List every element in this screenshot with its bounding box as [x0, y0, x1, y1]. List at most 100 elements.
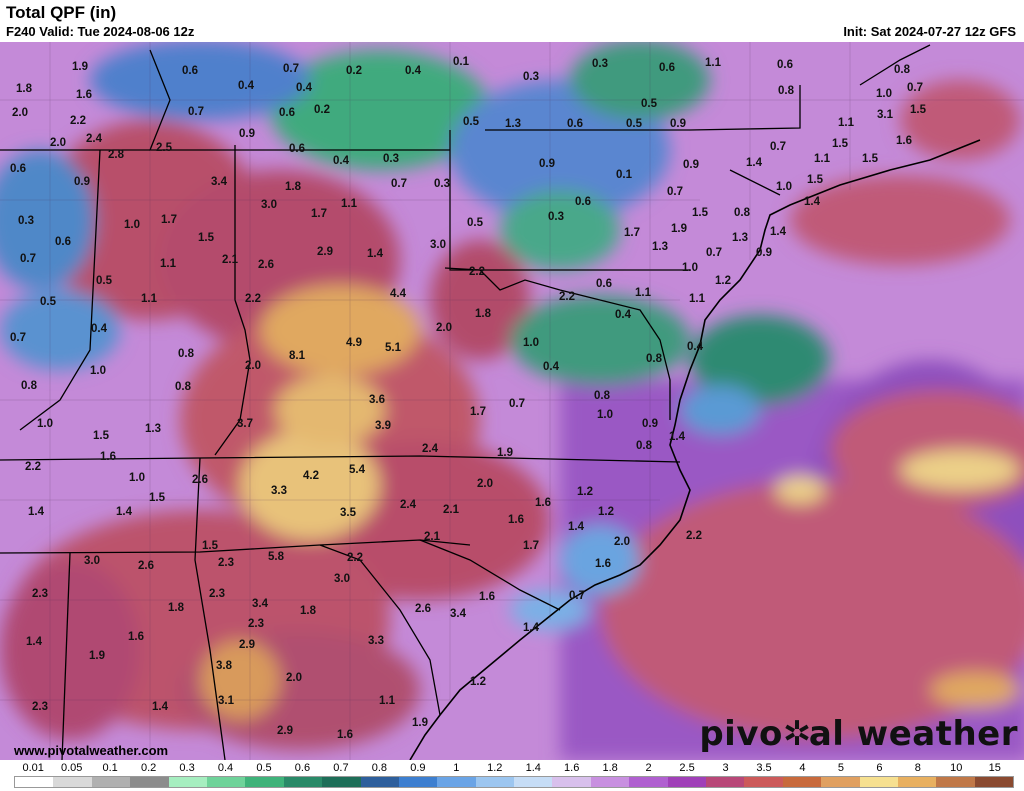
qpf-value-label: 3.0 — [430, 239, 446, 251]
qpf-value-label: 0.9 — [539, 158, 555, 170]
qpf-value-label: 1.2 — [598, 506, 614, 518]
qpf-value-label: 0.8 — [21, 380, 38, 392]
legend-tick-label: 0.4 — [217, 762, 234, 774]
qpf-value-label: 0.7 — [667, 186, 683, 198]
legend-swatch — [91, 777, 131, 787]
qpf-value-label: 0.6 — [289, 143, 305, 155]
qpf-value-label: 1.5 — [832, 138, 849, 150]
qpf-value-label: 1.8 — [285, 181, 302, 193]
qpf-value-label: 1.3 — [145, 423, 161, 435]
qpf-value-label: 1.5 — [198, 232, 215, 244]
qpf-value-label: 0.7 — [907, 82, 923, 94]
qpf-value-label: 2.3 — [32, 701, 48, 713]
qpf-value-label: 3.5 — [340, 507, 357, 519]
legend-swatch — [168, 777, 207, 787]
qpf-value-label: 2.9 — [317, 246, 333, 258]
legend-tick-label: 0.9 — [410, 762, 426, 774]
qpf-value-label: 2.3 — [248, 618, 264, 630]
valid-time: F240 Valid: Tue 2024-08-06 12z — [6, 24, 195, 39]
qpf-value-label: 1.1 — [635, 287, 652, 299]
legend-tick-label: 2.5 — [679, 762, 695, 774]
brand-logo: pivo✲al weather — [699, 714, 1018, 754]
qpf-value-label: 2.5 — [156, 142, 173, 154]
qpf-value-label: 0.9 — [642, 418, 658, 430]
qpf-value-label: 1.9 — [412, 717, 428, 729]
legend-swatch — [245, 777, 284, 787]
qpf-value-label: 2.2 — [347, 552, 363, 564]
qpf-value-label: 1.5 — [149, 492, 166, 504]
qpf-value-label: 1.1 — [689, 293, 706, 305]
legend-swatch — [206, 777, 246, 787]
qpf-value-label: 2.0 — [286, 672, 302, 684]
qpf-value-label: 8.1 — [289, 350, 306, 362]
legend-tick-label: 8 — [914, 762, 921, 774]
qpf-value-label: 0.4 — [333, 155, 350, 167]
qpf-value-label: 2.3 — [209, 588, 225, 600]
qpf-value-label: 1.0 — [876, 88, 892, 100]
qpf-value-label: 1.4 — [26, 636, 43, 648]
qpf-value-label: 0.9 — [74, 176, 90, 188]
legend-tick-label: 15 — [988, 762, 1001, 774]
qpf-value-label: 2.0 — [50, 137, 66, 149]
county-texture — [0, 42, 1024, 760]
legend-swatch — [15, 777, 54, 787]
qpf-value-label: 1.2 — [577, 486, 593, 498]
qpf-value-label: 0.8 — [594, 390, 611, 402]
legend-swatch — [590, 777, 630, 787]
qpf-value-label: 1.7 — [523, 540, 539, 552]
qpf-value-label: 1.4 — [746, 157, 763, 169]
legend-tick-label: 0.6 — [294, 762, 311, 774]
qpf-value-label: 1.5 — [862, 153, 879, 165]
qpf-value-label: 1.4 — [568, 521, 585, 533]
qpf-value-label: 0.8 — [175, 381, 192, 393]
qpf-value-label: 0.5 — [96, 275, 113, 287]
qpf-value-label: 0.7 — [569, 590, 585, 602]
qpf-value-label: 0.9 — [239, 128, 255, 140]
qpf-value-label: 2.1 — [443, 504, 460, 516]
website-label: www.pivotalweather.com — [14, 743, 169, 758]
qpf-value-label: 3.0 — [84, 555, 100, 567]
qpf-value-label: 2.2 — [686, 530, 702, 542]
qpf-value-label: 1.3 — [732, 232, 748, 244]
qpf-value-label: 1.9 — [89, 650, 105, 662]
qpf-value-label: 0.4 — [687, 341, 704, 353]
state-borders — [0, 44, 931, 760]
qpf-value-label: 0.8 — [734, 207, 751, 219]
qpf-value-label: 3.4 — [211, 176, 228, 188]
qpf-value-label: 1.0 — [129, 472, 145, 484]
qpf-value-label: 4.2 — [303, 470, 319, 482]
qpf-value-label: 2.4 — [86, 133, 103, 145]
qpf-value-label: 2.2 — [245, 293, 261, 305]
qpf-value-label: 3.3 — [368, 635, 384, 647]
legend-tick-label: 0.01 — [22, 762, 44, 774]
qpf-value-label: 1.6 — [128, 631, 144, 643]
qpf-value-label: 1.1 — [141, 293, 158, 305]
qpf-value-label: 2.0 — [12, 107, 28, 119]
qpf-value-label: 2.0 — [436, 322, 452, 334]
legend-swatch — [821, 777, 860, 787]
qpf-value-label: 1.0 — [776, 181, 792, 193]
color-legend: 0.01 0.05 0.1 0.2 0.3 0.4 0.5 0.6 0.7 0.8 0.9 1 1.2 1… — [14, 762, 1014, 791]
qpf-value-label: 0.9 — [670, 118, 686, 130]
legend-tick-label: 4 — [799, 762, 806, 774]
qpf-value-label: 0.7 — [391, 178, 407, 190]
qpf-value-label: 0.1 — [453, 56, 470, 68]
qpf-value-label: 0.7 — [188, 106, 204, 118]
legend-swatch — [706, 777, 745, 787]
qpf-value-label: 1.6 — [535, 497, 551, 509]
qpf-value-label: 0.8 — [646, 353, 663, 365]
qpf-value-label: 0.3 — [383, 153, 399, 165]
legend-bar — [14, 776, 1014, 788]
qpf-value-label: 1.0 — [597, 409, 613, 421]
qpf-value-label: 1.4 — [28, 506, 45, 518]
legend-swatch — [782, 777, 822, 787]
qpf-value-label: 0.6 — [279, 107, 295, 119]
qpf-value-label: 1.9 — [671, 223, 687, 235]
legend-tick-label: 0.1 — [102, 762, 118, 774]
legend-tick-label: 3 — [722, 762, 729, 774]
qpf-value-label: 0.4 — [91, 323, 108, 335]
qpf-value-label: 0.5 — [463, 116, 480, 128]
legend-tick-label: 0.7 — [333, 762, 349, 774]
legend-tick-label: 0.8 — [371, 762, 388, 774]
qpf-value-label: 2.0 — [614, 536, 630, 548]
